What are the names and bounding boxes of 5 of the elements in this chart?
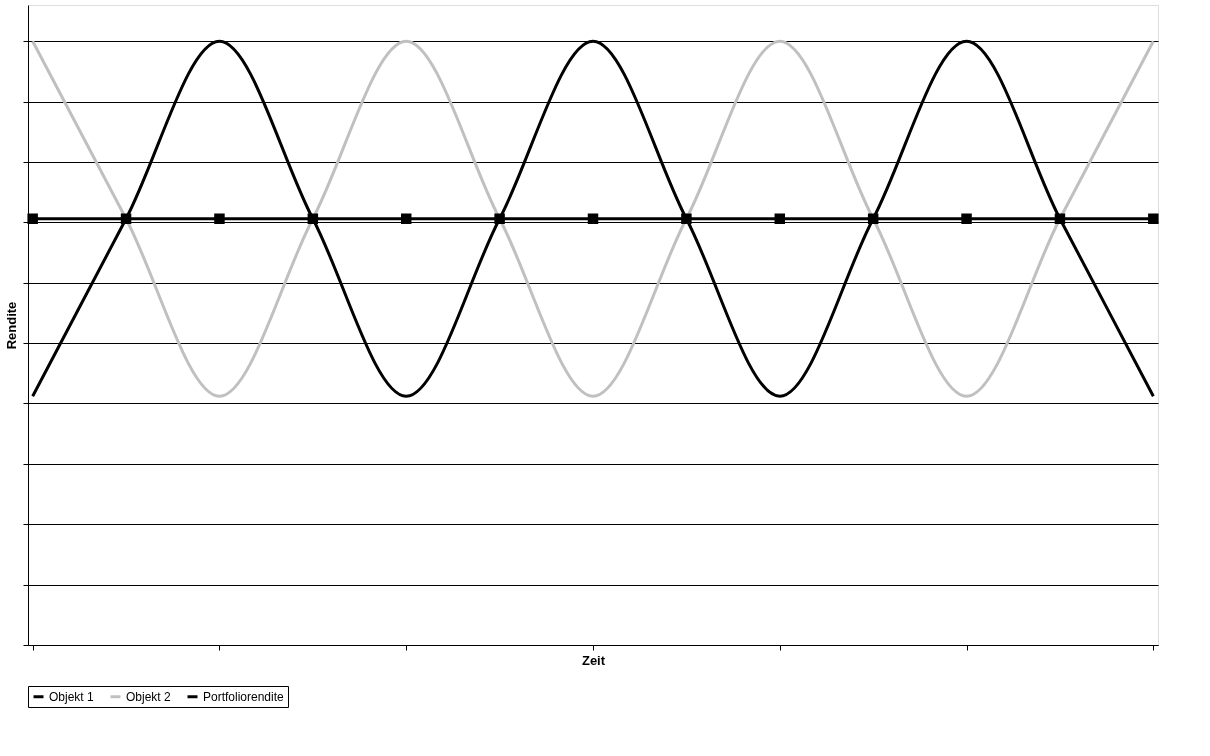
- legend-label: Portfoliorendite: [203, 689, 285, 704]
- legend-label: Objekt 2: [126, 689, 172, 704]
- x-axis-title: Zeit: [581, 653, 606, 668]
- y-axis-title: Rendite: [4, 301, 19, 350]
- legend-label: Objekt 1: [49, 689, 95, 704]
